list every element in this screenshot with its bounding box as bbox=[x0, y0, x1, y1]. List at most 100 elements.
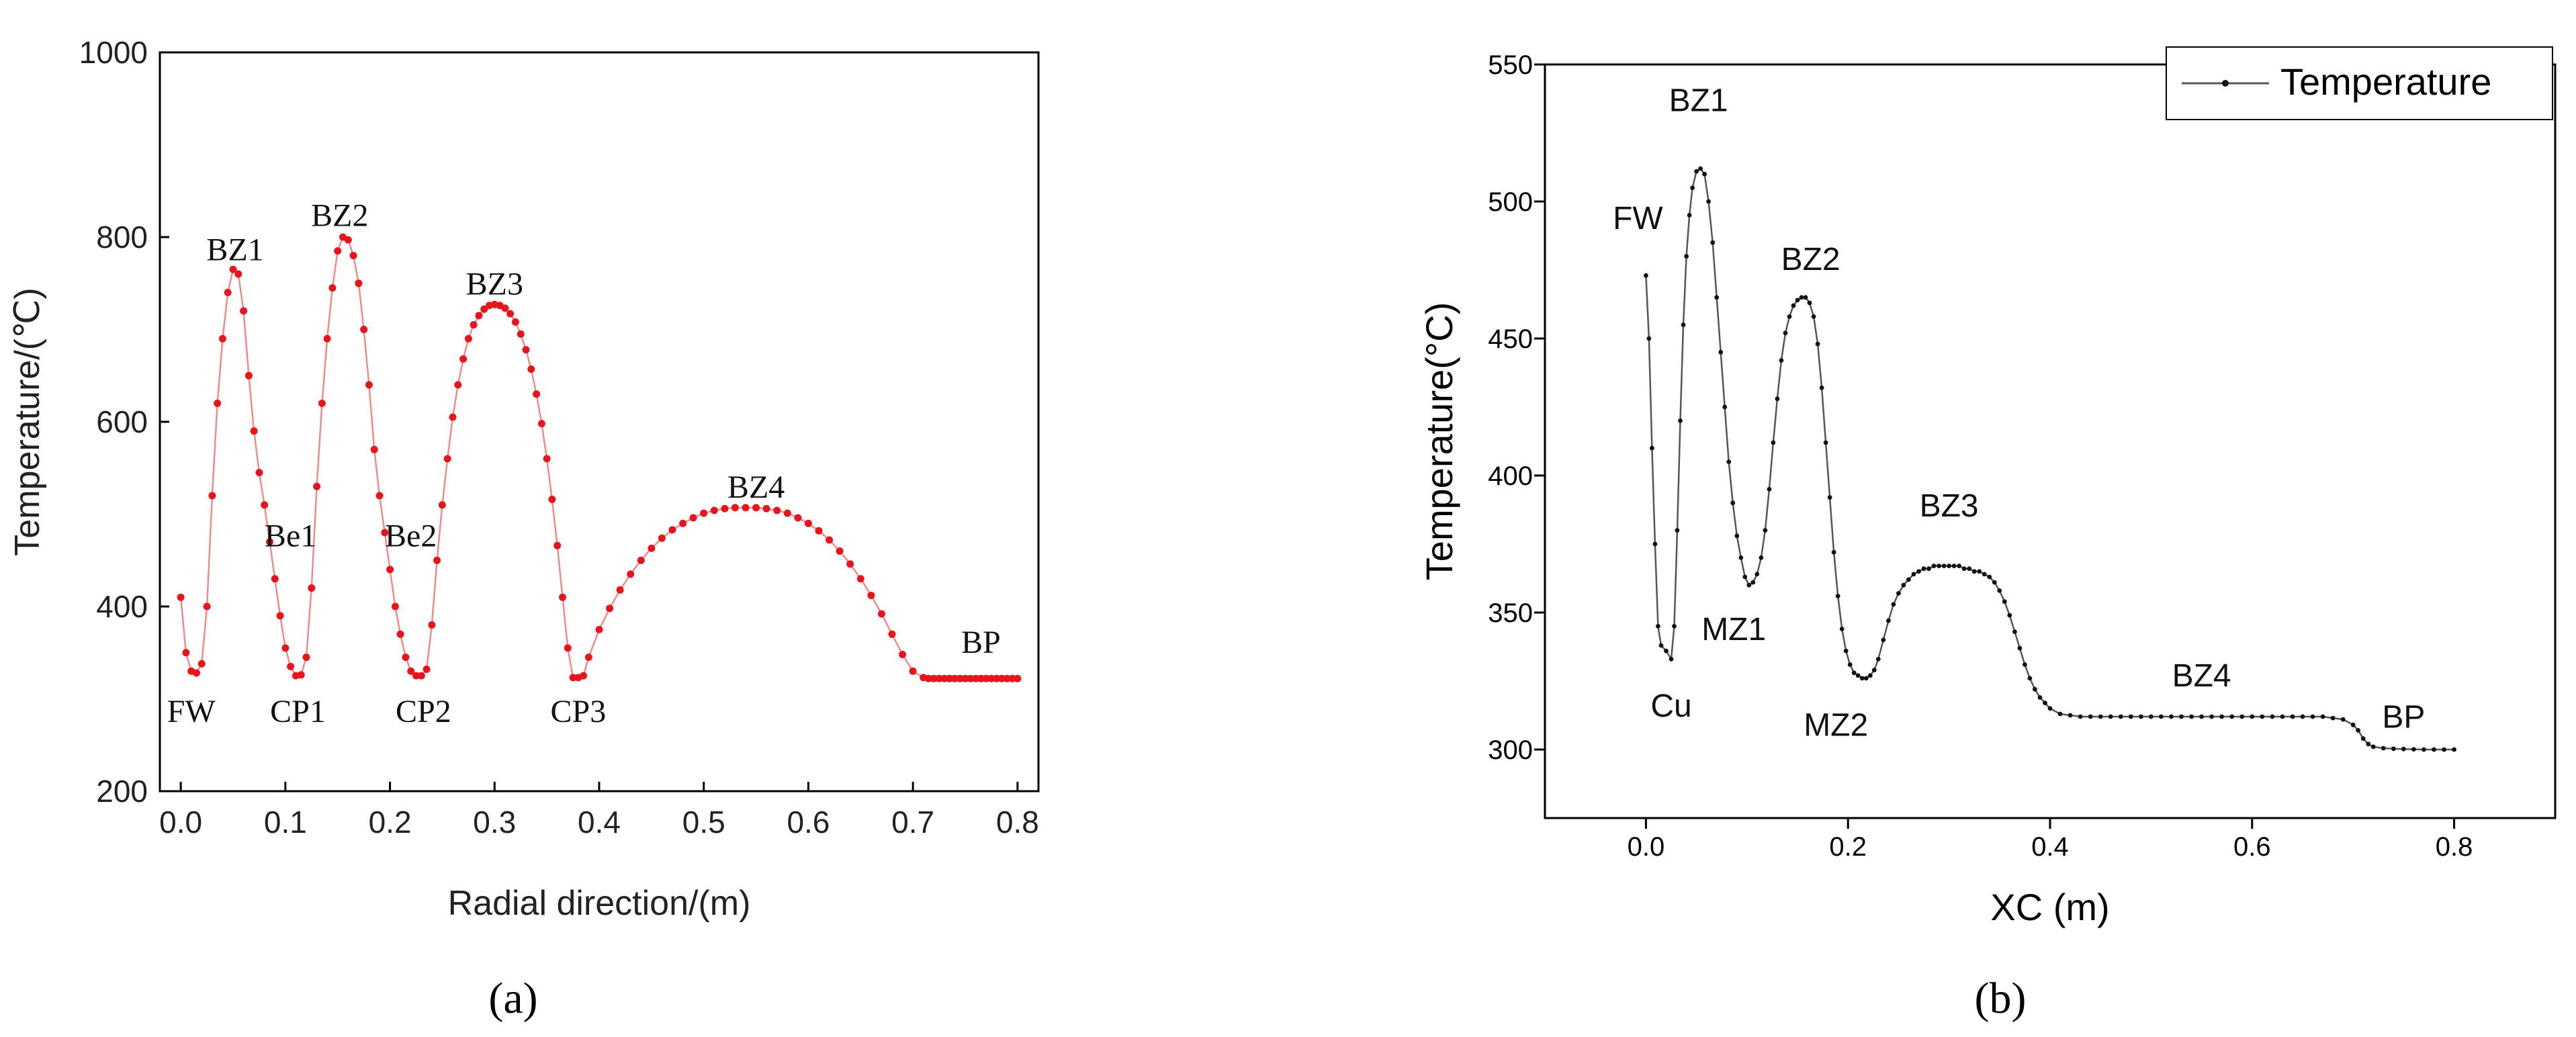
data-point-a bbox=[1014, 674, 1022, 682]
data-point-a bbox=[982, 674, 990, 682]
data-point-a bbox=[250, 427, 258, 435]
data-point-b bbox=[1644, 273, 1648, 278]
data-point-b bbox=[1664, 648, 1669, 653]
data-point-a bbox=[637, 556, 645, 564]
data-point-b bbox=[1977, 569, 1982, 574]
data-point-b bbox=[2360, 736, 2366, 741]
data-point-a bbox=[402, 653, 410, 662]
data-point-a bbox=[386, 566, 394, 574]
data-point-a bbox=[480, 305, 488, 313]
data-point-a bbox=[449, 413, 457, 421]
data-point-b bbox=[2260, 714, 2265, 719]
data-point-b bbox=[1684, 254, 1689, 259]
data-point-a bbox=[940, 674, 948, 682]
data-point-b bbox=[1759, 555, 1764, 560]
region-label-b-bz1: BZ1 bbox=[1669, 83, 1728, 118]
data-point-b bbox=[2169, 714, 2174, 719]
data-point-b bbox=[1687, 213, 1692, 218]
data-point-a bbox=[266, 538, 273, 546]
data-point-b bbox=[1831, 549, 1836, 555]
data-point-b bbox=[1937, 563, 1942, 568]
data-point-a bbox=[815, 527, 823, 535]
x-tick-label-b: 0.4 bbox=[2031, 832, 2069, 862]
data-point-a bbox=[533, 390, 541, 398]
data-point-a bbox=[967, 674, 975, 682]
region-label-a-be1: Be1 bbox=[265, 518, 316, 554]
data-point-a bbox=[224, 289, 232, 296]
data-point-b bbox=[2422, 747, 2426, 752]
data-point-b bbox=[1799, 295, 1804, 300]
data-point-a bbox=[826, 536, 834, 544]
data-point-b bbox=[1672, 624, 1677, 629]
y-tick-label-b: 550 bbox=[1488, 50, 1533, 80]
data-point-a bbox=[553, 541, 562, 549]
data-point-a bbox=[360, 326, 368, 333]
data-point-b bbox=[1855, 673, 1861, 678]
data-point-b bbox=[1771, 440, 1776, 445]
data-point-a bbox=[433, 556, 441, 564]
data-point-a bbox=[616, 586, 624, 594]
data-point-b bbox=[1746, 582, 1752, 588]
data-point-a bbox=[177, 593, 185, 601]
data-point-a bbox=[548, 496, 556, 503]
x-tick-label-a: 0.3 bbox=[473, 805, 516, 840]
data-point-b bbox=[2290, 714, 2295, 719]
data-point-b bbox=[1795, 298, 1800, 303]
data-point-b bbox=[1714, 295, 1720, 300]
data-point-b bbox=[1886, 618, 1891, 623]
data-point-a bbox=[909, 667, 917, 675]
y-tick-label-b: 300 bbox=[1488, 735, 1533, 765]
data-point-b bbox=[1916, 569, 1921, 574]
data-point-b bbox=[1906, 577, 1911, 582]
data-point-b bbox=[2189, 714, 2194, 719]
data-point-a bbox=[804, 519, 812, 527]
data-point-a bbox=[836, 547, 844, 555]
y-tick-label-b: 350 bbox=[1488, 598, 1533, 628]
data-point-b bbox=[1702, 171, 1707, 177]
data-point-a bbox=[470, 321, 478, 329]
x-tick-label-a: 0.0 bbox=[159, 805, 202, 840]
data-point-b bbox=[1987, 574, 1992, 580]
data-point-b bbox=[2023, 662, 2027, 667]
x-tick-label-b: 0.2 bbox=[1829, 832, 1867, 862]
data-point-b bbox=[1787, 314, 1792, 319]
data-point-b bbox=[1875, 657, 1881, 662]
data-point-a bbox=[506, 310, 515, 318]
data-point-b bbox=[2159, 714, 2164, 719]
data-point-a bbox=[334, 247, 342, 255]
legend-label-b: Temperature bbox=[2280, 60, 2491, 103]
data-point-b bbox=[2330, 715, 2336, 721]
data-point-b bbox=[2381, 746, 2386, 751]
data-point-a bbox=[355, 279, 363, 287]
data-point-b bbox=[1807, 300, 1812, 306]
x-tick-label-b: 0.0 bbox=[1628, 832, 1665, 862]
data-point-b bbox=[2239, 714, 2245, 719]
data-point-b bbox=[2452, 747, 2457, 752]
data-point-b bbox=[2047, 706, 2053, 711]
data-point-a bbox=[297, 671, 305, 679]
data-point-a bbox=[464, 334, 472, 343]
data-point-b bbox=[1839, 627, 1845, 631]
data-point-a bbox=[950, 674, 959, 682]
data-point-a bbox=[214, 400, 222, 407]
data-point-a bbox=[721, 504, 729, 512]
data-point-b bbox=[2128, 714, 2133, 719]
data-point-b bbox=[2088, 714, 2093, 719]
data-point-a bbox=[271, 575, 279, 583]
data-point-b bbox=[2350, 722, 2356, 727]
data-point-a bbox=[255, 469, 263, 477]
data-point-b bbox=[2320, 714, 2325, 719]
data-point-a bbox=[977, 674, 985, 682]
data-point-b bbox=[1775, 396, 1780, 402]
data-point-a bbox=[391, 602, 399, 611]
region-label-a-cp2: CP2 bbox=[396, 694, 451, 729]
data-point-b bbox=[1851, 670, 1857, 676]
region-label-a-bz2: BZ2 bbox=[311, 198, 368, 234]
data-point-a bbox=[946, 674, 954, 682]
data-point-a bbox=[899, 651, 907, 658]
data-point-b bbox=[1961, 566, 1967, 572]
data-point-a bbox=[443, 455, 451, 463]
data-point-b bbox=[2229, 714, 2235, 719]
data-point-b bbox=[2432, 747, 2436, 752]
